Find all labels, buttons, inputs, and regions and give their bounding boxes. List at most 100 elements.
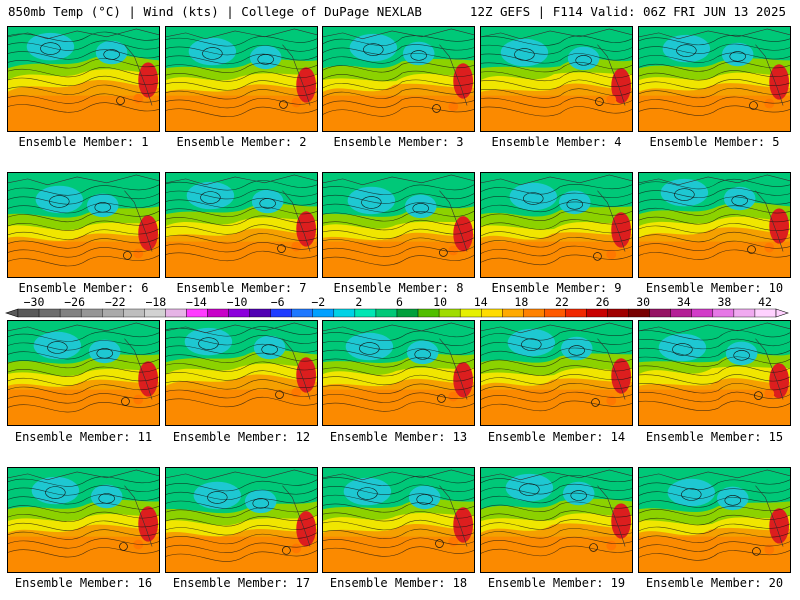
ensemble-member-map (480, 467, 633, 573)
colorbar-swatch (712, 308, 735, 318)
ensemble-member-map (638, 172, 791, 278)
colorbar-tick-label: −30 (24, 297, 45, 309)
ensemble-member-map (322, 467, 475, 573)
colorbar-swatch (544, 308, 566, 318)
colorbar-swatch (754, 308, 777, 318)
ensemble-member-map (480, 320, 633, 426)
map-title: 850mb Temp (°C) | Wind (kts) | College o… (8, 4, 422, 19)
ensemble-member-label: Ensemble Member: 17 (172, 576, 311, 590)
colorbar-swatch (38, 308, 61, 318)
ensemble-member-map (165, 172, 318, 278)
colorbar-swatch (228, 308, 250, 318)
ensemble-member-label: Ensemble Member: 13 (329, 430, 468, 444)
colorbar-swatch (481, 308, 503, 318)
colorbar-swatch (459, 308, 482, 318)
colorbar-swatch (628, 308, 650, 318)
temperature-colorbar: −30 −26 −22 −18 −14 −10 −6 −2 2 6 10 14 18 22 26 30 34 38… (5, 297, 789, 318)
colorbar-swatch (80, 308, 103, 318)
ensemble-member-label: Ensemble Member: 10 (645, 281, 784, 295)
ensemble-member-label: Ensemble Member: 3 (333, 135, 464, 149)
colorbar-swatch (502, 308, 524, 318)
colorbar-swatch (270, 308, 292, 318)
colorbar-swatch (144, 308, 166, 318)
ensemble-member-label: Ensemble Member: 14 (487, 430, 626, 444)
colorbar-swatch (102, 308, 124, 318)
colorbar-swatch (691, 308, 714, 318)
model-run-valid-time: 12Z GEFS | F114 Valid: 06Z FRI JUN 13 20… (469, 4, 786, 19)
ensemble-member-label: Ensemble Member: 16 (14, 576, 153, 590)
colorbar-tick-label: 30 (636, 297, 650, 309)
colorbar-swatch (249, 308, 271, 318)
colorbar-swatch (607, 308, 629, 318)
colorbar-swatch (375, 308, 398, 318)
ensemble-member-label: Ensemble Member: 19 (487, 576, 626, 590)
ensemble-member-map (7, 172, 160, 278)
colorbar-swatch (186, 308, 208, 318)
colorbar-swatch (333, 308, 356, 318)
colorbar-tick-label: 26 (596, 297, 610, 309)
colorbar-swatch (59, 308, 82, 318)
colorbar-swatch (586, 308, 608, 318)
colorbar-swatch (670, 308, 692, 318)
ensemble-member-map (480, 26, 633, 132)
ensemble-member-map (165, 26, 318, 132)
ensemble-member-map (322, 172, 475, 278)
colorbar-tick-label: −2 (311, 297, 325, 309)
colorbar-tick-label: 22 (555, 297, 569, 309)
colorbar-swatch (17, 308, 40, 318)
ensemble-member-map (322, 320, 475, 426)
colorbar-swatch (438, 308, 461, 318)
ensemble-member-label: Ensemble Member: 18 (329, 576, 468, 590)
colorbar-tick-label: 14 (474, 297, 488, 309)
colorbar-min-arrow (5, 308, 19, 318)
colorbar-tick-label: 34 (677, 297, 691, 309)
colorbar-swatch (733, 308, 756, 318)
colorbar-tick-label: 2 (355, 297, 362, 309)
colorbar-max-arrow (775, 308, 789, 318)
ensemble-member-label: Ensemble Member: 11 (14, 430, 153, 444)
colorbar-tick-label: 18 (514, 297, 528, 309)
ensemble-member-map (7, 467, 160, 573)
ensemble-member-map (322, 26, 475, 132)
colorbar-swatch (207, 308, 229, 318)
colorbar-swatch (165, 308, 187, 318)
ensemble-member-label: Ensemble Member: 1 (18, 135, 149, 149)
ensemble-member-map (165, 467, 318, 573)
ensemble-member-map (638, 26, 791, 132)
colorbar-tick-label: 6 (396, 297, 403, 309)
colorbar-swatch (123, 308, 145, 318)
colorbar-tick-label: −26 (64, 297, 85, 309)
colorbar-tick-label: −22 (105, 297, 126, 309)
colorbar-swatch (312, 308, 335, 318)
colorbar-swatch (649, 308, 671, 318)
colorbar-tick-label: −6 (271, 297, 285, 309)
ensemble-member-label: Ensemble Member: 7 (176, 281, 307, 295)
colorbar-tick-label: 10 (433, 297, 447, 309)
ensemble-member-label: Ensemble Member: 5 (649, 135, 780, 149)
colorbar-tick-label: −14 (186, 297, 207, 309)
colorbar-swatch (523, 308, 545, 318)
ensemble-member-label: Ensemble Member: 12 (172, 430, 311, 444)
ensemble-member-label: Ensemble Member: 2 (176, 135, 307, 149)
colorbar-tick-label: −10 (227, 297, 248, 309)
colorbar-tick-label: −18 (145, 297, 166, 309)
ensemble-member-map (7, 320, 160, 426)
colorbar-swatch (396, 308, 419, 318)
ensemble-member-label: Ensemble Member: 8 (333, 281, 464, 295)
ensemble-member-map (7, 26, 160, 132)
ensemble-member-map (480, 172, 633, 278)
ensemble-member-label: Ensemble Member: 20 (645, 576, 784, 590)
ensemble-member-label: Ensemble Member: 6 (18, 281, 149, 295)
ensemble-member-label: Ensemble Member: 15 (645, 430, 784, 444)
ensemble-member-map (638, 467, 791, 573)
colorbar-swatch (291, 308, 313, 318)
ensemble-member-label: Ensemble Member: 9 (491, 281, 622, 295)
ensemble-member-map (165, 320, 318, 426)
colorbar-tick-label: 38 (717, 297, 731, 309)
ensemble-member-label: Ensemble Member: 4 (491, 135, 622, 149)
colorbar-tick-label: 42 (758, 297, 772, 309)
colorbar-swatch (565, 308, 587, 318)
colorbar-swatch (354, 308, 377, 318)
colorbar-swatch (417, 308, 440, 318)
ensemble-member-map (638, 320, 791, 426)
